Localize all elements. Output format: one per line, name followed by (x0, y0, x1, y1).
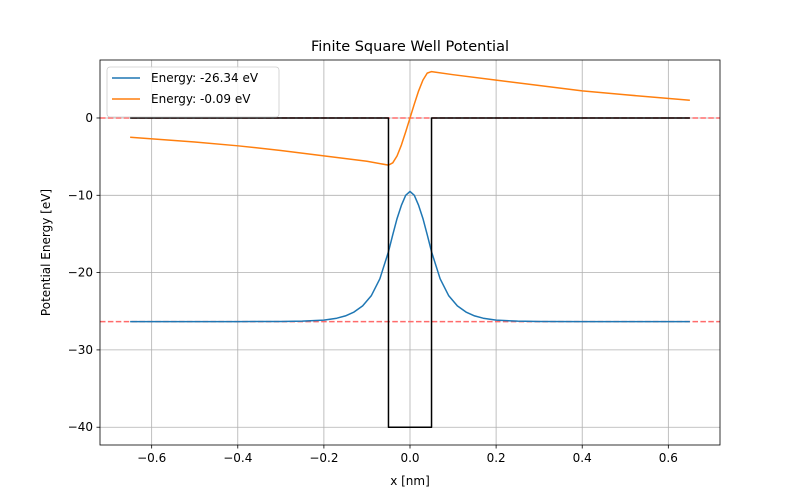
y-tick-label: −30 (68, 343, 93, 357)
series-line-2 (130, 70, 690, 166)
x-axis-ticks: −0.6 −0.4 −0.2 0.0 0.2 0.4 0.6 (137, 445, 678, 465)
x-tick-label: 0.2 (487, 451, 506, 465)
x-axis-label: x [nm] (390, 474, 430, 488)
legend-box (106, 66, 280, 118)
series-line-1 (130, 190, 690, 323)
x-tick-label: 0.0 (400, 451, 419, 465)
x-tick-label: −0.2 (309, 451, 338, 465)
x-tick-label: −0.4 (223, 451, 252, 465)
x-tick-label: −0.6 (137, 451, 166, 465)
legend-label: Energy: -26.34 eV (151, 71, 259, 85)
y-tick-label: −20 (68, 266, 93, 280)
x-tick-label: 0.4 (573, 451, 592, 465)
y-axis-ticks: 0 −10 −20 −30 −40 (68, 111, 100, 434)
potential-well-line (130, 117, 690, 428)
y-tick-label: −10 (68, 188, 93, 202)
y-tick-label: 0 (85, 111, 93, 125)
y-tick-label: −40 (68, 420, 93, 434)
legend-label: Energy: -0.09 eV (151, 92, 251, 106)
x-tick-label: 0.6 (659, 451, 678, 465)
series-layer (130, 70, 690, 428)
chart-title: Finite Square Well Potential (311, 39, 509, 55)
legend: Energy: -26.34 eV Energy: -0.09 eV (106, 66, 280, 118)
y-axis-label: Potential Energy [eV] (39, 189, 53, 316)
